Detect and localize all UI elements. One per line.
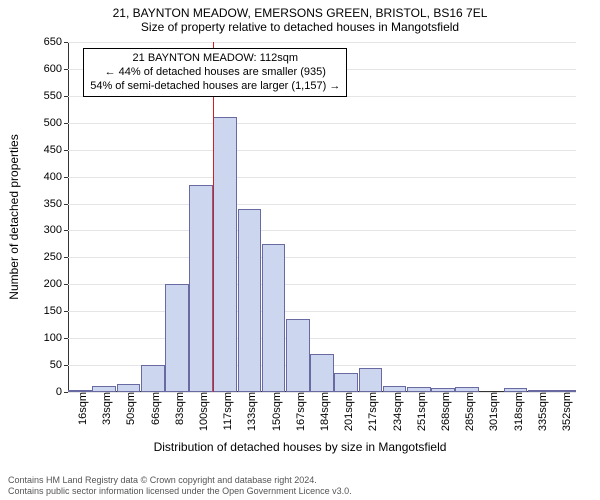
gridline [68, 230, 576, 231]
gridline [68, 42, 576, 43]
x-tick-label: 117sqm [216, 392, 234, 430]
histogram-bar [141, 365, 165, 392]
gridline [68, 204, 576, 205]
y-tick-label: 200 [44, 278, 68, 290]
y-tick-label: 500 [44, 117, 68, 129]
x-tick-label: 251sqm [410, 392, 428, 431]
x-tick-label: 285sqm [458, 392, 476, 431]
x-tick-label: 150sqm [265, 392, 283, 431]
annotation-line: 21 BAYNTON MEADOW: 112sqm [90, 52, 340, 66]
x-tick-label: 50sqm [119, 392, 137, 425]
x-tick-label: 335sqm [531, 392, 549, 431]
histogram-bar [286, 319, 310, 392]
x-tick-label: 133sqm [240, 392, 258, 431]
x-tick-label: 234sqm [386, 392, 404, 431]
y-tick-label: 450 [44, 144, 68, 156]
y-tick-label: 350 [44, 198, 68, 210]
x-tick-label: 201sqm [337, 392, 355, 431]
x-tick-label: 301sqm [482, 392, 500, 431]
footnote: Contains HM Land Registry data © Crown c… [8, 475, 352, 496]
y-tick-label: 650 [44, 36, 68, 48]
x-tick-label: 352sqm [555, 392, 573, 431]
x-tick-label: 318sqm [507, 392, 525, 431]
gridline [68, 150, 576, 151]
gridline [68, 338, 576, 339]
y-tick-label: 400 [44, 171, 68, 183]
x-tick-label: 217sqm [361, 392, 379, 431]
gridline [68, 177, 576, 178]
x-tick-label: 184sqm [313, 392, 331, 431]
x-tick-label: 66sqm [144, 392, 162, 425]
histogram-bar [359, 368, 383, 392]
histogram-bar [213, 117, 237, 392]
annotation-box: 21 BAYNTON MEADOW: 112sqm← 44% of detach… [83, 48, 347, 97]
histogram-bar [117, 384, 141, 392]
y-tick-label: 600 [44, 63, 68, 75]
histogram-bar [165, 284, 189, 392]
x-tick-label: 33sqm [95, 392, 113, 425]
gridline [68, 311, 576, 312]
y-axis-line [68, 42, 69, 392]
chart-plot-area: 0501001502002503003504004505005506006501… [68, 42, 576, 392]
histogram-bar [238, 209, 262, 392]
x-tick-label: 83sqm [168, 392, 186, 425]
gridline [68, 123, 576, 124]
x-tick-label: 268sqm [434, 392, 452, 431]
x-tick-label: 100sqm [192, 392, 210, 431]
y-axis-label: Number of detached properties [7, 134, 21, 299]
gridline [68, 257, 576, 258]
annotation-line: ← 44% of detached houses are smaller (93… [90, 66, 340, 80]
y-tick-label: 0 [56, 386, 68, 398]
histogram-bar [334, 373, 358, 392]
y-tick-label: 50 [50, 359, 68, 371]
footnote-line-2: Contains public sector information licen… [8, 486, 352, 496]
footnote-line-1: Contains HM Land Registry data © Crown c… [8, 475, 352, 485]
histogram-bar [262, 244, 286, 392]
chart-title: 21, BAYNTON MEADOW, EMERSONS GREEN, BRIS… [0, 0, 600, 35]
annotation-line: 54% of semi-detached houses are larger (… [90, 80, 340, 94]
y-tick-label: 300 [44, 224, 68, 236]
x-tick-label: 167sqm [289, 392, 307, 431]
histogram-bar [310, 354, 334, 392]
y-tick-label: 550 [44, 90, 68, 102]
histogram-bar [189, 185, 213, 392]
y-tick-label: 250 [44, 251, 68, 263]
x-tick-label: 16sqm [71, 392, 89, 425]
x-axis-label: Distribution of detached houses by size … [0, 440, 600, 454]
y-tick-label: 150 [44, 305, 68, 317]
y-tick-label: 100 [44, 332, 68, 344]
gridline [68, 284, 576, 285]
title-line-2: Size of property relative to detached ho… [0, 20, 600, 34]
title-line-1: 21, BAYNTON MEADOW, EMERSONS GREEN, BRIS… [0, 6, 600, 20]
